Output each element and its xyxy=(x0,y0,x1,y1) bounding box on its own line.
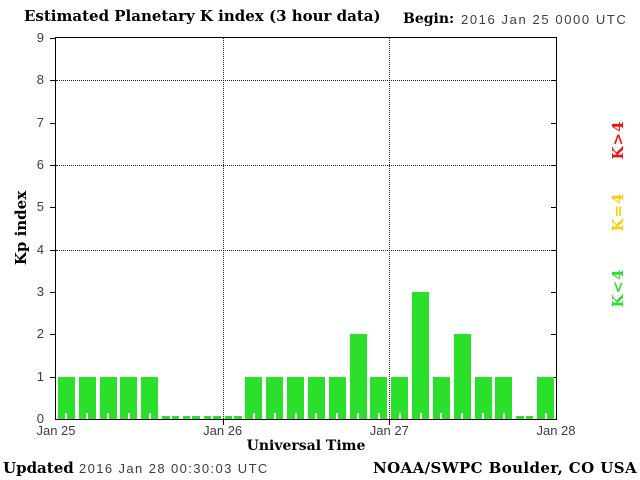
gridline-vertical xyxy=(223,38,224,419)
gridline-horizontal xyxy=(56,80,556,82)
y-tick-label: 9 xyxy=(36,30,44,45)
bar-base-notch xyxy=(107,413,110,419)
legend-item-3: K<4 xyxy=(609,268,627,308)
bar-base-notch xyxy=(461,413,464,419)
bar-base-notch xyxy=(273,413,276,419)
kp-bar xyxy=(537,377,555,419)
y-tick-label: 6 xyxy=(36,157,44,172)
bar-base-notch xyxy=(190,413,193,419)
bar-base-notch xyxy=(148,413,151,419)
bar-base-notch xyxy=(65,413,68,419)
bar-base-notch xyxy=(398,413,401,419)
y-tick-right xyxy=(551,165,556,166)
y-tick-left xyxy=(50,334,55,335)
kp-bar xyxy=(307,377,325,419)
kp-bar xyxy=(453,334,471,419)
y-tick-left xyxy=(50,165,55,166)
kp-bar xyxy=(99,377,117,419)
y-tick-left xyxy=(50,292,55,293)
kp-bar xyxy=(474,377,492,419)
y-tick-right xyxy=(551,207,556,208)
y-tick-right xyxy=(551,292,556,293)
gridline-horizontal xyxy=(56,249,556,251)
bar-base-notch xyxy=(86,413,89,419)
kp-bar xyxy=(266,377,284,419)
bar-base-notch xyxy=(357,413,360,419)
plot-area xyxy=(50,37,557,425)
y-tick-label: 4 xyxy=(36,241,44,257)
y-tick-label: 8 xyxy=(36,72,44,88)
x-date-label: Jan 25 xyxy=(36,423,76,438)
bar-base-notch xyxy=(127,413,130,419)
kp-bar xyxy=(78,377,96,419)
y-tick-left xyxy=(50,207,55,208)
bar-base-notch xyxy=(294,413,297,419)
bar-base-notch xyxy=(419,413,422,419)
updated-value: 2016 Jan 28 00:30:03 UTC xyxy=(78,461,269,476)
y-tick-right xyxy=(551,80,556,81)
updated-timestamp: Updated 2016 Jan 28 00:30:03 UTC xyxy=(3,459,269,477)
bar-base-notch xyxy=(482,413,485,419)
gridline-vertical xyxy=(389,38,390,419)
kp-bar xyxy=(57,377,75,419)
kp-bar xyxy=(328,377,346,419)
day-tick xyxy=(223,420,224,425)
y-tick-label: 2 xyxy=(36,326,44,342)
kp-bar xyxy=(495,377,513,419)
y-tick-label: 7 xyxy=(36,114,44,130)
bar-base-notch xyxy=(169,413,172,419)
kp-bar xyxy=(287,377,305,419)
bar-base-notch xyxy=(252,413,255,419)
chart-title: Estimated Planetary K index (3 hour data… xyxy=(24,7,381,25)
y-tick-right xyxy=(551,334,556,335)
kp-bar xyxy=(432,377,450,419)
source-credit: NOAA/SWPC Boulder, CO USA xyxy=(372,459,637,477)
y-axis-title: Kp index xyxy=(12,190,30,266)
bar-base-notch xyxy=(440,413,443,419)
y-tick-left xyxy=(50,38,55,39)
bar-base-notch xyxy=(502,413,505,419)
x-date-label: Jan 28 xyxy=(536,423,576,438)
x-date-label: Jan 27 xyxy=(369,423,409,438)
bar-base-notch xyxy=(377,413,380,419)
bar-base-notch xyxy=(232,413,235,419)
kp-bar xyxy=(349,334,367,419)
kp-bar xyxy=(370,377,388,419)
x-date-label: Jan 26 xyxy=(203,423,243,438)
y-tick-label: 1 xyxy=(36,368,44,384)
bar-base-notch xyxy=(544,413,547,419)
kp-bar xyxy=(412,292,430,419)
begin-label: Begin: xyxy=(403,11,455,27)
legend-item-2: K=4 xyxy=(609,192,627,232)
y-tick-left xyxy=(50,123,55,124)
kp-bar xyxy=(141,377,159,419)
gridline-horizontal xyxy=(56,165,556,166)
y-tick-right xyxy=(551,123,556,124)
y-tick-right xyxy=(551,250,556,251)
x-axis-title: Universal Time xyxy=(246,438,366,454)
y-tick-left xyxy=(50,80,55,81)
kp-bar xyxy=(391,377,409,419)
bar-base-notch xyxy=(211,413,214,419)
bar-base-notch xyxy=(315,413,318,419)
y-tick-label: 0 xyxy=(36,411,44,426)
kp-bar xyxy=(120,377,138,419)
y-tick-label: 5 xyxy=(36,199,44,215)
day-tick xyxy=(389,420,390,425)
legend-item-1: K>4 xyxy=(609,120,627,160)
y-tick-left xyxy=(50,250,55,251)
updated-label: Updated xyxy=(3,459,74,477)
bar-base-notch xyxy=(336,413,339,419)
y-tick-label: 3 xyxy=(36,284,44,299)
y-tick-left xyxy=(50,377,55,378)
begin-value: 2016 Jan 25 0000 UTC xyxy=(461,12,628,27)
bar-base-notch xyxy=(523,413,526,419)
kp-bar xyxy=(245,377,263,419)
